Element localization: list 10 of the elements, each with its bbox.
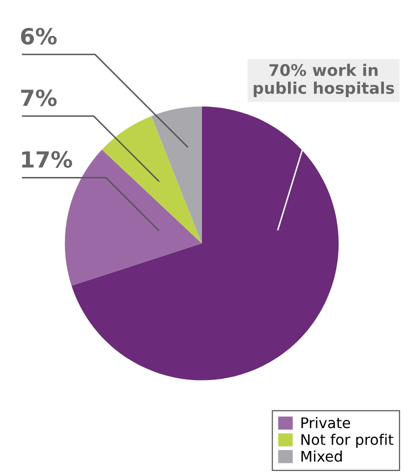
legend-label: Not for profit xyxy=(301,434,394,448)
pie-slice xyxy=(72,106,339,380)
data-label: 6% xyxy=(21,28,57,45)
data-label: 7% xyxy=(21,89,57,106)
legend-label: Mixed xyxy=(301,450,342,462)
text: 70% work in public hospitals xyxy=(254,64,394,98)
legend-label: Private xyxy=(301,417,350,428)
pie-slice xyxy=(151,106,202,244)
pie-slice xyxy=(102,116,202,244)
data-label: 17% xyxy=(22,151,72,168)
